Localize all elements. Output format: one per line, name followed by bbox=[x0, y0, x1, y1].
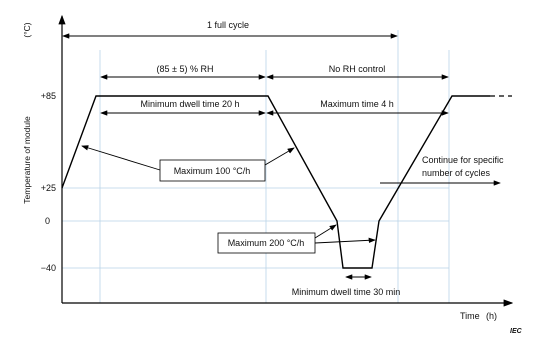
rate-box bbox=[217, 232, 316, 254]
annotation: Maximum 100 °C/h bbox=[174, 166, 251, 176]
annotation: 1 full cycle bbox=[207, 20, 249, 30]
y-tick-label: +85 bbox=[41, 91, 56, 101]
annotation: Continue for specific bbox=[422, 155, 504, 165]
y-tick-label: −40 bbox=[41, 263, 56, 273]
x-axis-label: Time bbox=[460, 311, 480, 321]
profile bbox=[61, 95, 512, 269]
axes bbox=[58, 14, 514, 307]
annotation: Maximum 200 °C/h bbox=[228, 238, 305, 248]
credit: IEC bbox=[510, 328, 523, 335]
annotation: Minimum dwell time 30 min bbox=[292, 287, 401, 297]
annotation: (85 ± 5) % RH bbox=[157, 64, 214, 74]
x-axis-unit: (h) bbox=[486, 311, 497, 321]
annotation: Maximum time 4 h bbox=[320, 99, 394, 109]
y-tick-label: +25 bbox=[41, 183, 56, 193]
annotation: No RH control bbox=[329, 64, 386, 74]
y-axis-label: Temperature of module bbox=[22, 116, 32, 204]
dimension-arrows bbox=[62, 33, 501, 280]
annotation: number of cycles bbox=[422, 168, 491, 178]
rate-box bbox=[159, 159, 266, 182]
y-axis-unit: (°C) bbox=[22, 22, 32, 37]
y-tick-label: 0 bbox=[45, 216, 50, 226]
annotation: Minimum dwell time 20 h bbox=[140, 99, 239, 109]
